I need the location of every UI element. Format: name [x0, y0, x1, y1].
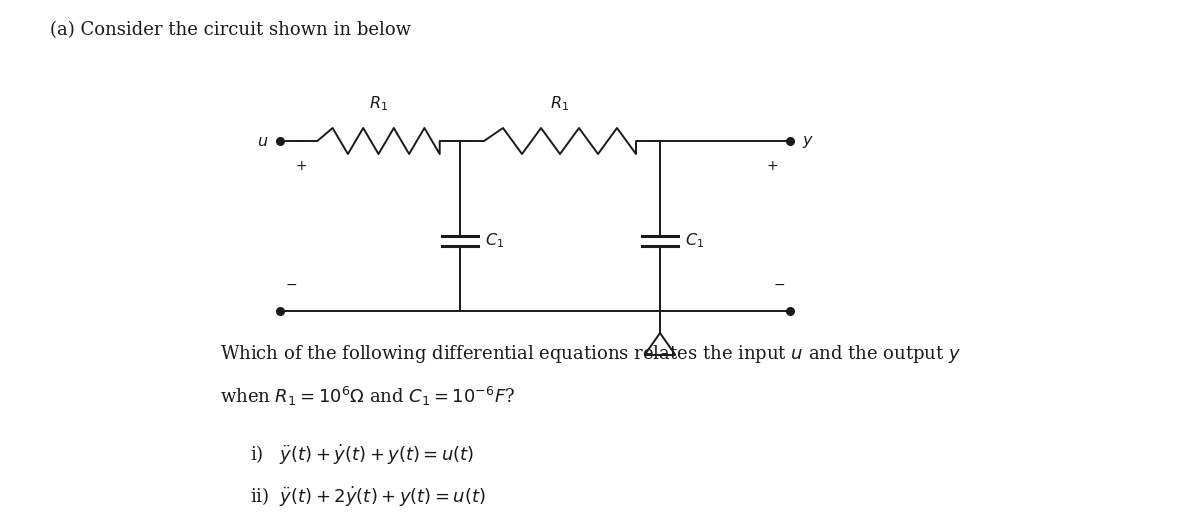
Text: $-$: $-$ — [284, 277, 298, 291]
Text: $R_1$: $R_1$ — [551, 94, 570, 113]
Text: when $R_1 = 10^6\Omega$ and $C_1 = 10^{-6}F$?: when $R_1 = 10^6\Omega$ and $C_1 = 10^{-… — [220, 385, 515, 408]
Text: ii)  $\ddot{y}(t) + 2\dot{y}(t) + y(t) = u(t)$: ii) $\ddot{y}(t) + 2\dot{y}(t) + y(t) = … — [250, 485, 486, 510]
Text: $+$: $+$ — [295, 159, 307, 173]
Text: (a) Consider the circuit shown in below: (a) Consider the circuit shown in below — [50, 21, 410, 39]
Text: $C_1$: $C_1$ — [685, 232, 704, 251]
Text: Which of the following differential equations relates the input $u$ and the outp: Which of the following differential equa… — [220, 343, 961, 365]
Text: $u$: $u$ — [257, 132, 268, 150]
Text: $R_1$: $R_1$ — [368, 94, 388, 113]
Text: i)   $\ddot{y}(t) + \dot{y}(t) + y(t) = u(t)$: i) $\ddot{y}(t) + \dot{y}(t) + y(t) = u(… — [250, 443, 474, 467]
Text: $+$: $+$ — [766, 159, 778, 173]
Text: $C_1$: $C_1$ — [485, 232, 504, 251]
Text: $-$: $-$ — [773, 277, 785, 291]
Text: $y$: $y$ — [802, 132, 814, 150]
